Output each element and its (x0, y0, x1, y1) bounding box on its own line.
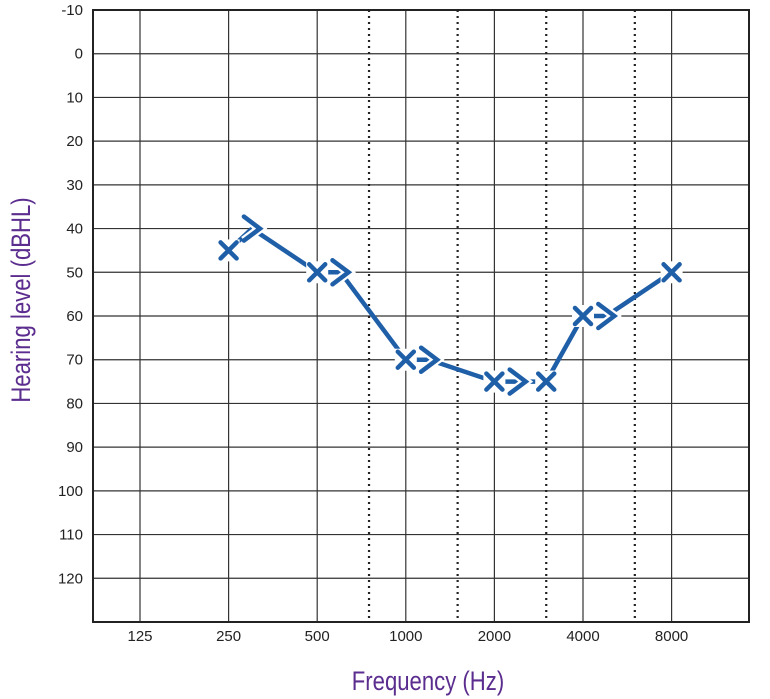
x-marker (483, 370, 506, 393)
y-tick-label: 60 (66, 308, 83, 325)
x-tick-label: 250 (216, 628, 241, 645)
y-tick-label: 50 (66, 264, 83, 281)
y-tick-label: 20 (66, 133, 83, 150)
y-tick-label: 100 (58, 483, 83, 500)
x-tick-label: 1000 (389, 628, 422, 645)
y-tick-label: 120 (58, 570, 83, 587)
x-marker (217, 239, 240, 262)
x-marker (394, 348, 417, 371)
x-marker (572, 305, 594, 327)
x-tick-label: 500 (305, 628, 330, 645)
x-tick-label: 2000 (478, 628, 511, 645)
bracket-marker (507, 365, 534, 398)
y-tick-label: 40 (66, 221, 83, 238)
y-tick-label: 0 (75, 46, 83, 63)
x-marker (535, 370, 558, 393)
y-tick-label: 90 (66, 439, 83, 456)
y-tick-label: 80 (66, 395, 83, 412)
grid (93, 10, 749, 622)
x-tick-label: 125 (127, 628, 152, 645)
bracket-marker (241, 212, 268, 245)
y-tick-label: 70 (66, 352, 83, 369)
x-tick-labels: 125 250 500 1000 2000 4000 8000 (127, 628, 688, 645)
y-tick-label: -10 (61, 2, 83, 19)
bracket-marker (329, 256, 357, 288)
data-markers (217, 212, 683, 398)
bracket-marker (595, 300, 622, 332)
y-axis-title: Hearing level (dBHL) (7, 197, 37, 402)
y-tick-label: 30 (66, 177, 83, 194)
x-marker (306, 261, 329, 284)
y-tick-label: 10 (66, 89, 83, 106)
x-tick-label: 8000 (655, 628, 688, 645)
x-marker (660, 261, 683, 284)
bracket-marker (418, 344, 445, 376)
x-tick-label: 4000 (566, 628, 599, 645)
y-tick-label: 110 (59, 527, 83, 544)
x-axis-title: Frequency (Hz) (352, 667, 504, 697)
y-tick-labels: -10 0 10 20 30 40 50 60 70 80 90 100 110 120 (58, 2, 83, 587)
plot-frame (92, 9, 750, 623)
